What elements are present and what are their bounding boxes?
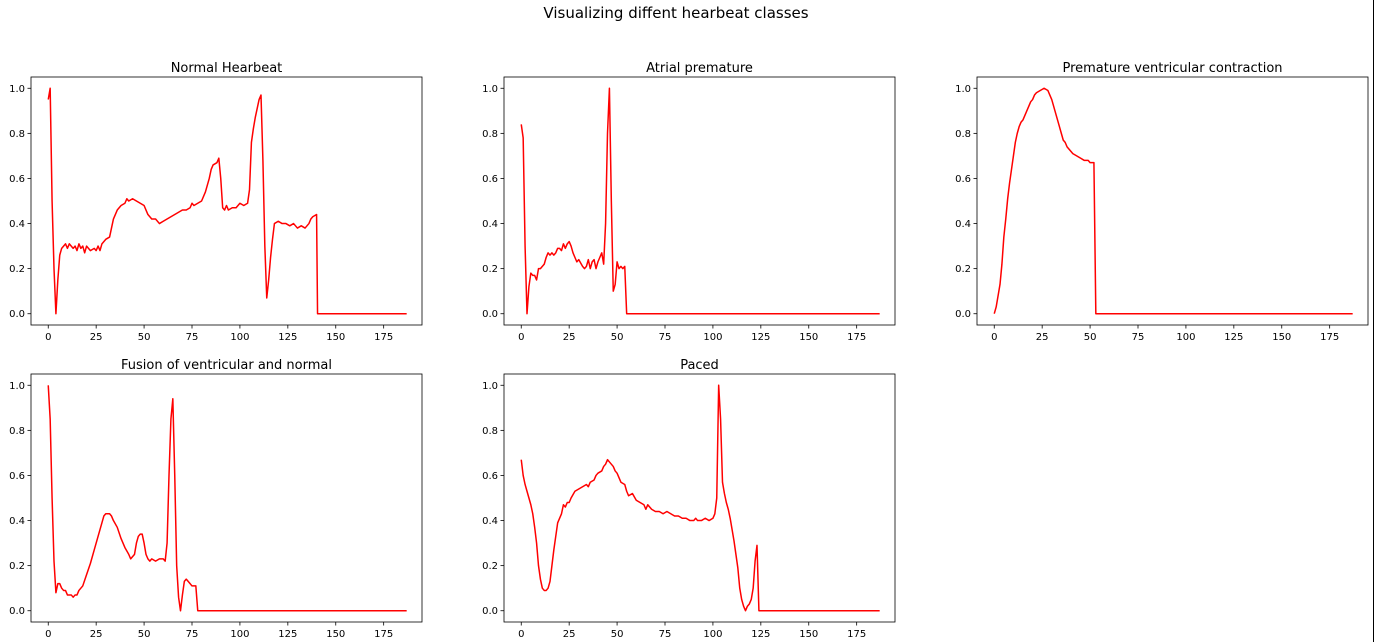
y-tick-label: 0.0 bbox=[9, 606, 25, 617]
y-tick-label: 0.8 bbox=[9, 426, 25, 437]
subplot-title: Normal Hearbeat bbox=[171, 61, 283, 76]
subplot-5: Paced 0 25 50 75 100 125 150 175 0.0 0.2 0.4 0.6 0.8 1… bbox=[482, 358, 896, 640]
x-tick-label: 25 bbox=[563, 332, 576, 343]
subplot-2: Atrial premature 0 25 50 75 100 125 150 175 0.0 0.… bbox=[482, 61, 896, 343]
y-tick-label: 0.2 bbox=[482, 561, 498, 572]
x-tick-label: 75 bbox=[659, 629, 672, 640]
figure-title: Visualizing diffent hearbeat classes bbox=[543, 4, 809, 22]
x-tick-label: 125 bbox=[278, 332, 297, 343]
y-tick-label: 0.0 bbox=[482, 606, 498, 617]
y-tick-label: 0.4 bbox=[9, 219, 25, 230]
y-tick-label: 0.8 bbox=[9, 129, 25, 140]
series-line bbox=[520, 384, 880, 612]
y-tick-label: 0.2 bbox=[482, 264, 498, 275]
y-tick-label: 0.0 bbox=[9, 309, 25, 320]
y-tick-label: 0.4 bbox=[9, 516, 25, 527]
y-tick-label: 0.4 bbox=[482, 219, 498, 230]
x-tick-label: 100 bbox=[703, 332, 722, 343]
y-tick-label: 0.2 bbox=[955, 264, 971, 275]
subplot-title: Paced bbox=[680, 358, 719, 373]
x-tick-label: 25 bbox=[563, 629, 576, 640]
x-tick-label: 125 bbox=[751, 629, 770, 640]
x-tick-label: 175 bbox=[374, 332, 393, 343]
axes-frame bbox=[976, 76, 1369, 326]
y-tick-label: 0.8 bbox=[482, 426, 498, 437]
y-tick-label: 0.4 bbox=[482, 516, 498, 527]
x-tick-label: 100 bbox=[1176, 332, 1195, 343]
x-tick-label: 75 bbox=[1132, 332, 1145, 343]
x-tick-label: 175 bbox=[1320, 332, 1339, 343]
axes-frame bbox=[503, 373, 896, 623]
y-tick-label: 0.6 bbox=[9, 471, 25, 482]
series-line bbox=[47, 385, 407, 612]
y-tick-label: 0.6 bbox=[955, 174, 971, 185]
x-tick-label: 50 bbox=[611, 629, 624, 640]
x-tick-label: 150 bbox=[1272, 332, 1291, 343]
x-tick-label: 75 bbox=[186, 629, 199, 640]
y-tick-label: 0.6 bbox=[482, 471, 498, 482]
x-tick-label: 150 bbox=[799, 629, 818, 640]
y-tick-label: 0.6 bbox=[9, 174, 25, 185]
y-tick-label: 0.8 bbox=[482, 129, 498, 140]
x-tick-label: 75 bbox=[186, 332, 199, 343]
axes-frame bbox=[30, 76, 423, 326]
x-tick-label: 150 bbox=[326, 629, 345, 640]
x-tick-label: 0 bbox=[991, 332, 997, 343]
x-tick-label: 50 bbox=[1084, 332, 1097, 343]
x-tick-label: 75 bbox=[659, 332, 672, 343]
x-tick-label: 100 bbox=[703, 629, 722, 640]
x-tick-label: 50 bbox=[138, 332, 151, 343]
y-tick-label: 0.4 bbox=[955, 219, 971, 230]
y-tick-label: 0.2 bbox=[9, 561, 25, 572]
y-tick-label: 0.0 bbox=[955, 309, 971, 320]
series-line bbox=[993, 87, 1353, 315]
series-line bbox=[47, 87, 407, 315]
y-tick-label: 1.0 bbox=[9, 381, 25, 392]
subplot-title: Premature ventricular contraction bbox=[1062, 61, 1282, 76]
x-tick-label: 175 bbox=[847, 332, 866, 343]
y-tick-label: 1.0 bbox=[482, 381, 498, 392]
y-tick-label: 1.0 bbox=[482, 84, 498, 95]
x-tick-label: 50 bbox=[611, 332, 624, 343]
window-edge bbox=[1373, 0, 1374, 642]
x-tick-label: 150 bbox=[326, 332, 345, 343]
x-tick-label: 25 bbox=[1036, 332, 1049, 343]
x-tick-label: 100 bbox=[230, 332, 249, 343]
y-tick-label: 0.0 bbox=[482, 309, 498, 320]
y-tick-label: 0.2 bbox=[9, 264, 25, 275]
x-tick-label: 175 bbox=[847, 629, 866, 640]
subplot-1: Normal Hearbeat 0 25 50 75 100 125 150 175 0.0 0.2… bbox=[9, 61, 423, 343]
subplot-4: Fusion of ventricular and normal 0 25 50 75 1… bbox=[9, 358, 423, 640]
x-tick-label: 100 bbox=[230, 629, 249, 640]
x-tick-label: 25 bbox=[90, 629, 103, 640]
x-tick-label: 0 bbox=[45, 332, 51, 343]
x-tick-label: 50 bbox=[138, 629, 151, 640]
x-tick-label: 0 bbox=[518, 629, 524, 640]
axes-frame bbox=[30, 373, 423, 623]
axes-frame bbox=[503, 76, 896, 326]
subplot-title: Fusion of ventricular and normal bbox=[121, 358, 332, 373]
y-tick-label: 1.0 bbox=[955, 84, 971, 95]
x-tick-label: 125 bbox=[1224, 332, 1243, 343]
y-tick-label: 0.8 bbox=[955, 129, 971, 140]
x-tick-label: 125 bbox=[278, 629, 297, 640]
subplot-title: Atrial premature bbox=[646, 61, 753, 76]
x-tick-label: 175 bbox=[374, 629, 393, 640]
x-tick-label: 150 bbox=[799, 332, 818, 343]
x-tick-label: 0 bbox=[45, 629, 51, 640]
series-line bbox=[520, 87, 880, 315]
x-tick-label: 125 bbox=[751, 332, 770, 343]
y-tick-label: 1.0 bbox=[9, 84, 25, 95]
subplot-3: Premature ventricular contraction 0 25 50 75… bbox=[955, 61, 1369, 343]
y-tick-label: 0.6 bbox=[482, 174, 498, 185]
x-tick-label: 0 bbox=[518, 332, 524, 343]
x-tick-label: 25 bbox=[90, 332, 103, 343]
